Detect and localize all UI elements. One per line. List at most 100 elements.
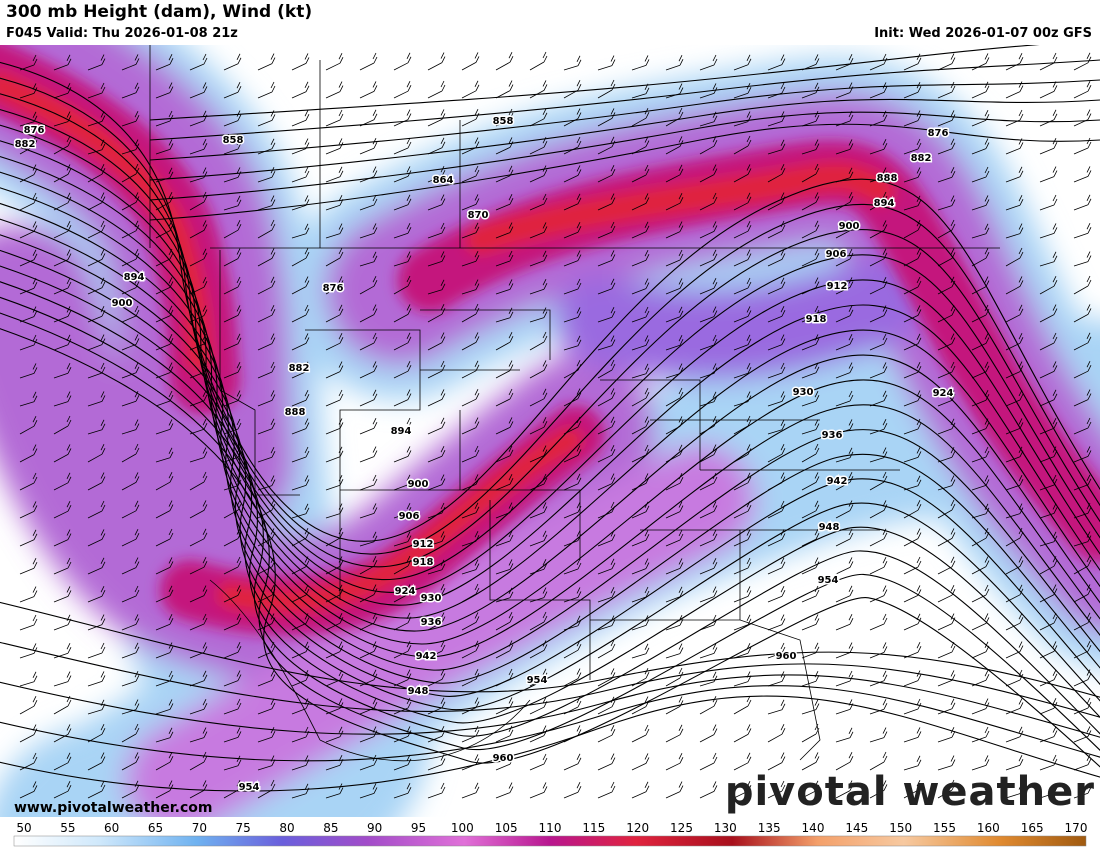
colorbar-label: 135 xyxy=(758,821,781,835)
wind-barb xyxy=(937,390,956,407)
contour-label: 912 xyxy=(827,281,848,292)
wind-barb xyxy=(19,724,38,743)
wind-barb xyxy=(767,671,786,687)
wind-barb xyxy=(801,780,820,799)
wind-barb xyxy=(461,640,480,659)
border xyxy=(219,250,591,680)
wind-barb xyxy=(937,81,956,99)
wind-barb xyxy=(733,671,752,687)
wind-barb xyxy=(869,727,888,743)
contour-label: 918 xyxy=(806,314,827,325)
wind-barb xyxy=(87,362,106,379)
wind-barb xyxy=(87,557,106,575)
wind-barb xyxy=(359,109,378,127)
colorbar-label: 50 xyxy=(16,821,31,835)
wind-barb xyxy=(155,334,174,351)
contour-label: 930 xyxy=(793,387,814,398)
wind-barb xyxy=(835,334,854,351)
colorbar-ticks: 50 55 60 65 70 75 80 85 90 95 100 105 110 115 120 125 13… xyxy=(16,821,1087,835)
wind-barb xyxy=(563,165,582,183)
wind-barb xyxy=(1005,418,1024,435)
wind-barb xyxy=(665,278,684,295)
wind-barb xyxy=(121,277,140,295)
contour-label: 948 xyxy=(819,522,840,533)
wind-barb xyxy=(427,332,446,351)
contour xyxy=(149,59,1100,141)
wind-barb xyxy=(801,699,820,715)
wind-barb xyxy=(869,780,888,799)
wind-barb xyxy=(223,195,242,211)
wind-barb xyxy=(597,79,616,99)
wind-barb xyxy=(835,642,854,659)
contour xyxy=(0,156,1100,619)
wind-barb xyxy=(937,641,956,659)
wind-barb xyxy=(87,699,106,715)
wind-barb xyxy=(563,222,582,239)
wind-barb xyxy=(1073,166,1092,183)
wind-barb xyxy=(733,306,752,323)
wind-barb xyxy=(1039,446,1058,463)
wind-barb xyxy=(733,277,752,295)
wind-barb xyxy=(665,781,684,799)
wind-barb xyxy=(597,753,616,771)
wind-barb xyxy=(155,54,174,71)
wind-barb xyxy=(971,418,990,435)
wind-barb xyxy=(835,277,854,295)
wind-barb xyxy=(223,727,242,743)
wind-barb xyxy=(563,278,582,295)
wind-barb xyxy=(427,389,446,407)
wind-barb xyxy=(19,643,38,659)
wind-barb xyxy=(903,418,922,435)
contour xyxy=(0,250,1100,697)
wind-barb xyxy=(835,139,854,155)
wind-barb xyxy=(53,752,72,771)
wind-barb xyxy=(1073,584,1092,603)
wind-barb xyxy=(801,82,820,99)
wind-barb xyxy=(325,669,344,687)
wind-barb xyxy=(189,248,208,267)
wind-barb xyxy=(1073,474,1092,491)
wind-barb xyxy=(801,557,820,575)
wind-barb xyxy=(291,110,310,127)
colorbar-label: 110 xyxy=(539,821,562,835)
wind-barb xyxy=(665,83,684,99)
wind-barb xyxy=(835,699,854,715)
wind-barb xyxy=(155,305,174,323)
wind-barb xyxy=(835,557,854,575)
wind-barb xyxy=(903,82,922,99)
wind-barb xyxy=(665,724,684,743)
wind-barb xyxy=(121,249,140,267)
wind-barb xyxy=(869,139,888,155)
wind-barb xyxy=(869,419,888,435)
wind-barb xyxy=(971,755,990,771)
wind-barb xyxy=(835,110,854,127)
contour-label: 876 xyxy=(323,283,344,294)
wind-barb xyxy=(19,391,38,407)
wind-barb xyxy=(393,251,412,267)
wind-barb xyxy=(189,390,208,407)
wind-barbs xyxy=(19,51,1092,799)
wind-barb xyxy=(903,447,922,463)
wind-barb xyxy=(19,363,38,379)
wind-barb xyxy=(835,727,854,743)
wind-barb xyxy=(529,445,548,463)
contour-label: 888 xyxy=(285,407,306,418)
wind-barb xyxy=(801,585,820,603)
wind-barb xyxy=(631,753,650,771)
wind-barb xyxy=(631,108,650,127)
wind-barb xyxy=(597,165,616,183)
colorbar-label: 130 xyxy=(714,821,737,835)
colorbar-label: 165 xyxy=(1021,821,1044,835)
wind-barb xyxy=(1005,641,1024,659)
wind-barb xyxy=(325,503,344,519)
wind-barb xyxy=(699,781,718,799)
wind-barb xyxy=(19,136,38,155)
wind-barb xyxy=(223,755,242,771)
wind-barb xyxy=(597,445,616,463)
wind-barb xyxy=(971,584,990,603)
wind-barb xyxy=(1073,446,1092,463)
wind-barb xyxy=(359,783,378,799)
wind-barb xyxy=(699,558,718,575)
contour xyxy=(0,124,1100,593)
wind-barb xyxy=(155,220,174,239)
